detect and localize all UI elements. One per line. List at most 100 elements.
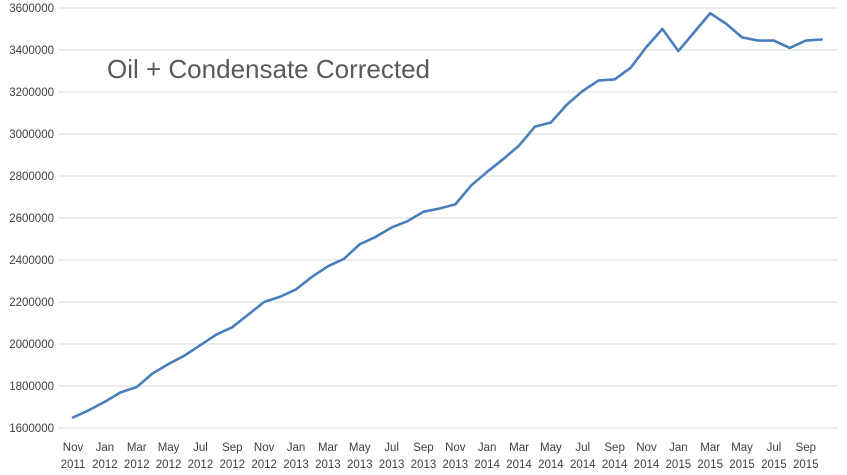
x-tick-label-month: Sep [222, 442, 242, 454]
data-point [183, 354, 187, 358]
data-point [453, 202, 457, 206]
y-tick-label: 2000000 [9, 339, 54, 351]
y-tick-label: 2200000 [9, 297, 54, 309]
x-tick-label-year: 2012 [124, 459, 150, 471]
data-point [246, 313, 250, 317]
data-point [676, 49, 680, 53]
x-tick-label-year: 2015 [666, 459, 692, 471]
data-point [214, 333, 218, 337]
data-point [724, 22, 728, 26]
data-point [151, 371, 155, 375]
data-point [87, 408, 91, 412]
x-tick-label-month: Jan [478, 442, 497, 454]
data-point [374, 235, 378, 239]
data-point [820, 38, 824, 42]
x-tick-label-month: Nov [254, 442, 275, 454]
data-point [613, 77, 617, 81]
x-tick-label-year: 2013 [347, 459, 373, 471]
y-tick-label: 3200000 [9, 87, 54, 99]
data-point [103, 400, 107, 404]
x-tick-label-month: May [349, 442, 371, 454]
x-tick-label-year: 2014 [570, 459, 596, 471]
data-point [469, 183, 473, 187]
data-point [644, 45, 648, 49]
x-tick-label-year: 2013 [379, 459, 405, 471]
x-axis-tick-labels: Nov 2011 Jan 2012 Mar 2012 May 2012 Jul 2012 Sep 20… [61, 442, 819, 471]
x-tick-label-year: 2012 [92, 459, 118, 471]
data-point [71, 416, 75, 420]
x-tick-label-year: 2014 [602, 459, 628, 471]
x-tick-label-month: Jul [575, 442, 590, 454]
y-tick-label: 3400000 [9, 45, 54, 57]
data-point [135, 385, 139, 389]
x-tick-label-year: 2013 [411, 459, 437, 471]
data-point [230, 325, 234, 329]
x-tick-label-year: 2013 [315, 459, 341, 471]
x-tick-label-year: 2015 [697, 459, 723, 471]
x-tick-label-month: May [158, 442, 180, 454]
data-point [406, 219, 410, 223]
y-tick-label: 1800000 [9, 381, 54, 393]
gridlines [58, 7, 838, 429]
x-tick-label-year: 2013 [283, 459, 309, 471]
data-point [772, 39, 776, 43]
x-tick-label-month: Nov [63, 442, 84, 454]
x-tick-label-month: Jan [287, 442, 306, 454]
data-point [326, 264, 330, 268]
x-tick-label-month: Jul [767, 442, 782, 454]
data-point [501, 157, 505, 161]
x-tick-label-year: 2015 [793, 459, 819, 471]
data-point [485, 170, 489, 174]
data-point [342, 257, 346, 261]
data-point [421, 210, 425, 214]
data-point [788, 46, 792, 50]
data-point [708, 11, 712, 15]
data-point [119, 390, 123, 394]
x-tick-label-month: Sep [413, 442, 433, 454]
data-point [692, 30, 696, 34]
y-tick-label: 3600000 [9, 3, 54, 15]
data-point [310, 275, 314, 279]
x-tick-label-month: Mar [509, 442, 529, 454]
x-tick-label-month: Mar [700, 442, 720, 454]
data-point [629, 66, 633, 70]
chart-title: Oil + Condensate Corrected [107, 54, 430, 84]
x-tick-label-year: 2011 [61, 459, 86, 471]
x-tick-label-month: Nov [445, 442, 466, 454]
data-point [581, 89, 585, 93]
data-point [437, 207, 441, 211]
x-tick-label-year: 2014 [538, 459, 564, 471]
data-point [278, 295, 282, 299]
x-tick-label-month: May [540, 442, 562, 454]
data-point [660, 27, 664, 31]
data-point [565, 103, 569, 107]
x-tick-label-year: 2012 [188, 459, 214, 471]
data-point [198, 343, 202, 347]
x-tick-label-month: May [731, 442, 753, 454]
x-tick-label-month: Mar [318, 442, 338, 454]
x-tick-label-month: Sep [604, 442, 624, 454]
x-tick-label-month: Jan [669, 442, 688, 454]
data-point [597, 78, 601, 82]
x-tick-label-month: Jul [384, 442, 399, 454]
data-point [533, 125, 537, 129]
x-tick-label-month: Mar [127, 442, 147, 454]
x-tick-label-year: 2012 [156, 459, 182, 471]
data-point [294, 287, 298, 291]
x-tick-label-month: Sep [796, 442, 816, 454]
x-tick-label-year: 2012 [220, 459, 246, 471]
y-tick-label: 2600000 [9, 213, 54, 225]
x-tick-label-year: 2013 [443, 459, 469, 471]
data-point [358, 242, 362, 246]
data-point [804, 39, 808, 43]
data-point [517, 144, 521, 148]
x-tick-label-month: Jul [193, 442, 208, 454]
x-tick-label-month: Jan [96, 442, 115, 454]
x-tick-label-month: Nov [636, 442, 657, 454]
data-point [740, 35, 744, 39]
y-tick-label: 3000000 [9, 129, 54, 141]
x-tick-label-year: 2012 [251, 459, 277, 471]
x-tick-label-year: 2015 [761, 459, 787, 471]
data-point [262, 300, 266, 304]
